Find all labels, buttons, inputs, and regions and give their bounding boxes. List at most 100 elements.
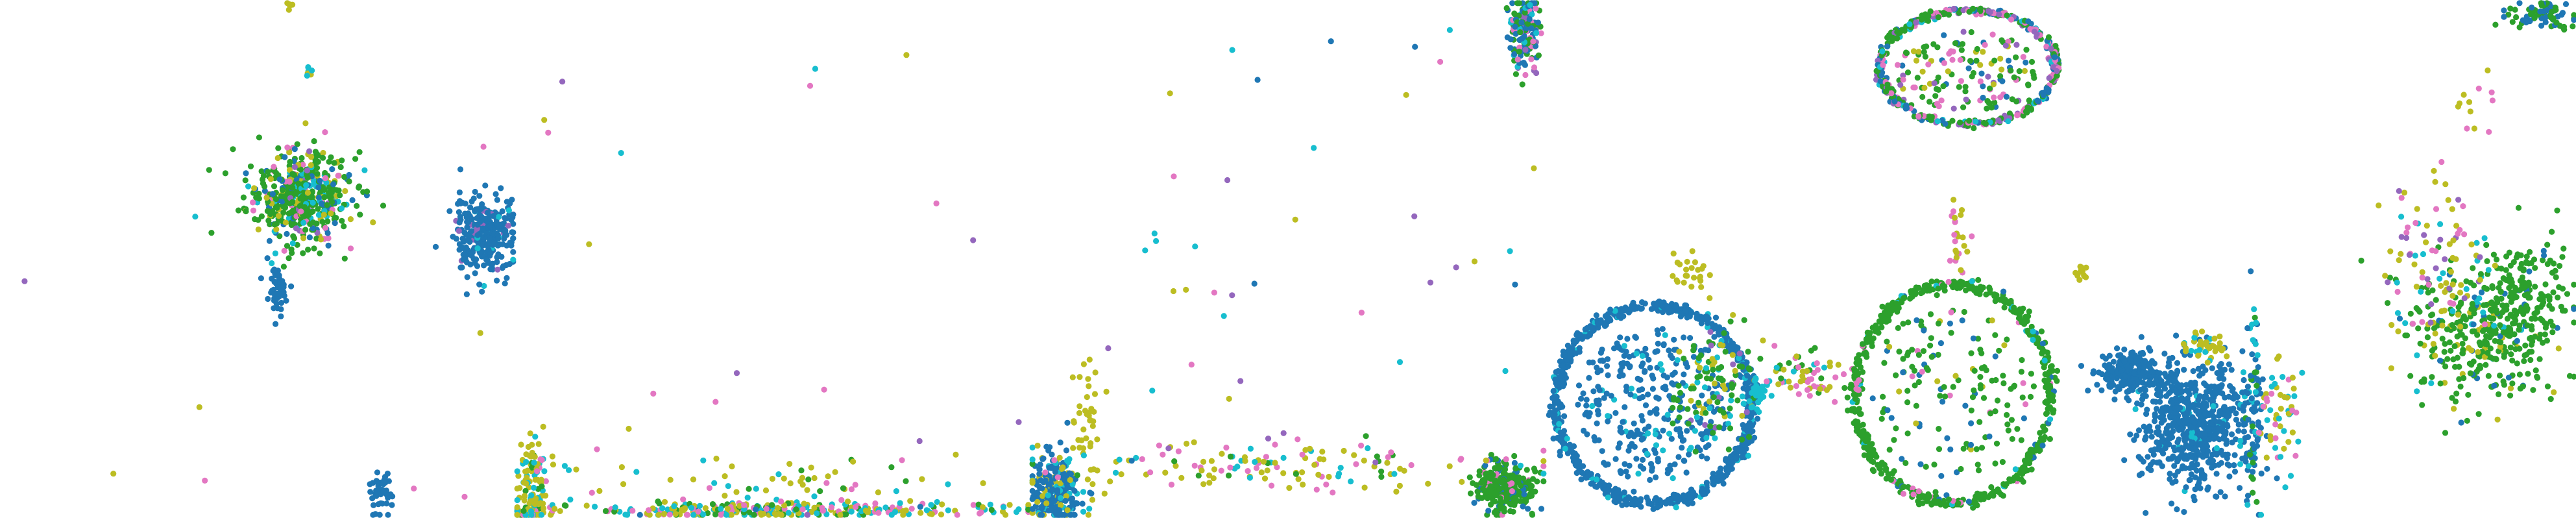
scatter-point (321, 194, 328, 201)
scatter-point (2011, 74, 2017, 80)
scatter-point (286, 6, 292, 13)
scatter-point (298, 208, 304, 215)
scatter-point (1989, 31, 1996, 38)
scatter-point (1716, 365, 1722, 372)
scatter-point (1617, 334, 1623, 341)
scatter-point (1361, 457, 1367, 464)
scatter-point (337, 192, 343, 199)
scatter-point (286, 210, 292, 217)
scatter-point (271, 286, 277, 293)
scatter-point (1797, 378, 1804, 385)
scatter-point (528, 508, 535, 515)
scatter-point (1690, 354, 1697, 360)
scatter-point (1881, 360, 1888, 366)
scatter-point (1744, 409, 1750, 415)
scatter-point (2023, 315, 2030, 322)
scatter-point (1697, 373, 1703, 380)
scatter-point (1094, 436, 1100, 443)
scatter-point (1664, 412, 1671, 418)
scatter-point (712, 511, 719, 518)
scatter-point (2043, 379, 2050, 386)
scatter-point (763, 506, 770, 512)
scatter-point (1540, 458, 1547, 464)
scatter-point (528, 492, 535, 499)
scatter-point (531, 501, 539, 508)
scatter-point (1049, 486, 1056, 493)
scatter-point (1487, 501, 1494, 508)
scatter-point (523, 451, 529, 458)
scatter-point (289, 221, 295, 228)
scatter-point (845, 499, 851, 505)
scatter-point (265, 217, 272, 224)
scatter-point (1827, 363, 1833, 369)
scatter-point (1891, 98, 1898, 105)
scatter-point (354, 203, 360, 209)
scatter-point (1654, 301, 1660, 308)
scatter-point (1638, 306, 1644, 312)
scatter-point (769, 502, 775, 508)
scatter-point (945, 481, 951, 487)
scatter-point (1605, 372, 1611, 378)
scatter-point (1156, 442, 1162, 449)
scatter-point (1534, 478, 1540, 485)
scatter-point (1188, 362, 1195, 368)
scatter-point (1986, 433, 1993, 440)
scatter-point (928, 502, 934, 508)
scatter-point (271, 305, 277, 312)
scatter-point (1871, 468, 1877, 475)
scatter-point (468, 216, 475, 223)
scatter-point (208, 230, 215, 236)
scatter-point (1835, 362, 1841, 368)
scatter-point (2019, 394, 2026, 401)
scatter-point (476, 281, 483, 288)
scatter-point (1932, 498, 1939, 504)
scatter-point (1528, 56, 1535, 62)
scatter-point (1358, 310, 1365, 316)
scatter-point (463, 291, 470, 297)
scatter-point (2013, 472, 2020, 478)
scatter-point (1087, 443, 1093, 450)
scatter-point (1403, 92, 1409, 98)
scatter-point (1714, 399, 1721, 406)
scatter-point (1709, 356, 1716, 362)
scatter-point (310, 225, 316, 232)
scatter-point (1786, 360, 1792, 366)
scatter-point (1612, 410, 1619, 416)
scatter-point (817, 488, 823, 495)
scatter-point (2027, 393, 2034, 401)
scatter-point (482, 182, 489, 189)
scatter-point (341, 255, 348, 262)
scatter-point (1896, 388, 1902, 395)
scatter-point (1963, 96, 1969, 103)
scatter-point (2030, 383, 2037, 389)
scatter-point (633, 469, 640, 475)
scatter-point (1966, 8, 1973, 15)
scatter-point (1601, 320, 1608, 327)
scatter-point (1621, 352, 1627, 359)
scatter-point (807, 82, 814, 89)
scatter-point (2025, 82, 2032, 89)
scatter-point (284, 144, 291, 151)
scatter-point (491, 240, 498, 247)
scatter-point (1615, 487, 1622, 493)
scatter-point (1594, 408, 1601, 414)
scatter-point (524, 475, 530, 481)
scatter-point (1630, 299, 1636, 306)
scatter-point (1337, 465, 1344, 471)
scatter-point (1645, 391, 1651, 398)
scatter-point (1932, 489, 1939, 495)
scatter-point (929, 511, 935, 517)
scatter-point (1980, 495, 1987, 502)
scatter-point (1466, 474, 1473, 481)
scatter-point (1937, 393, 1943, 399)
scatter-point (680, 507, 687, 513)
scatter-point (753, 506, 759, 513)
scatter-point (432, 243, 439, 250)
scatter-point (2054, 367, 2061, 375)
scatter-point (288, 246, 295, 253)
scatter-point (383, 500, 390, 507)
scatter-point (1931, 80, 1938, 86)
scatter-point (1616, 495, 1623, 502)
scatter-point (1200, 481, 1207, 487)
scatter-point (2008, 297, 2014, 304)
